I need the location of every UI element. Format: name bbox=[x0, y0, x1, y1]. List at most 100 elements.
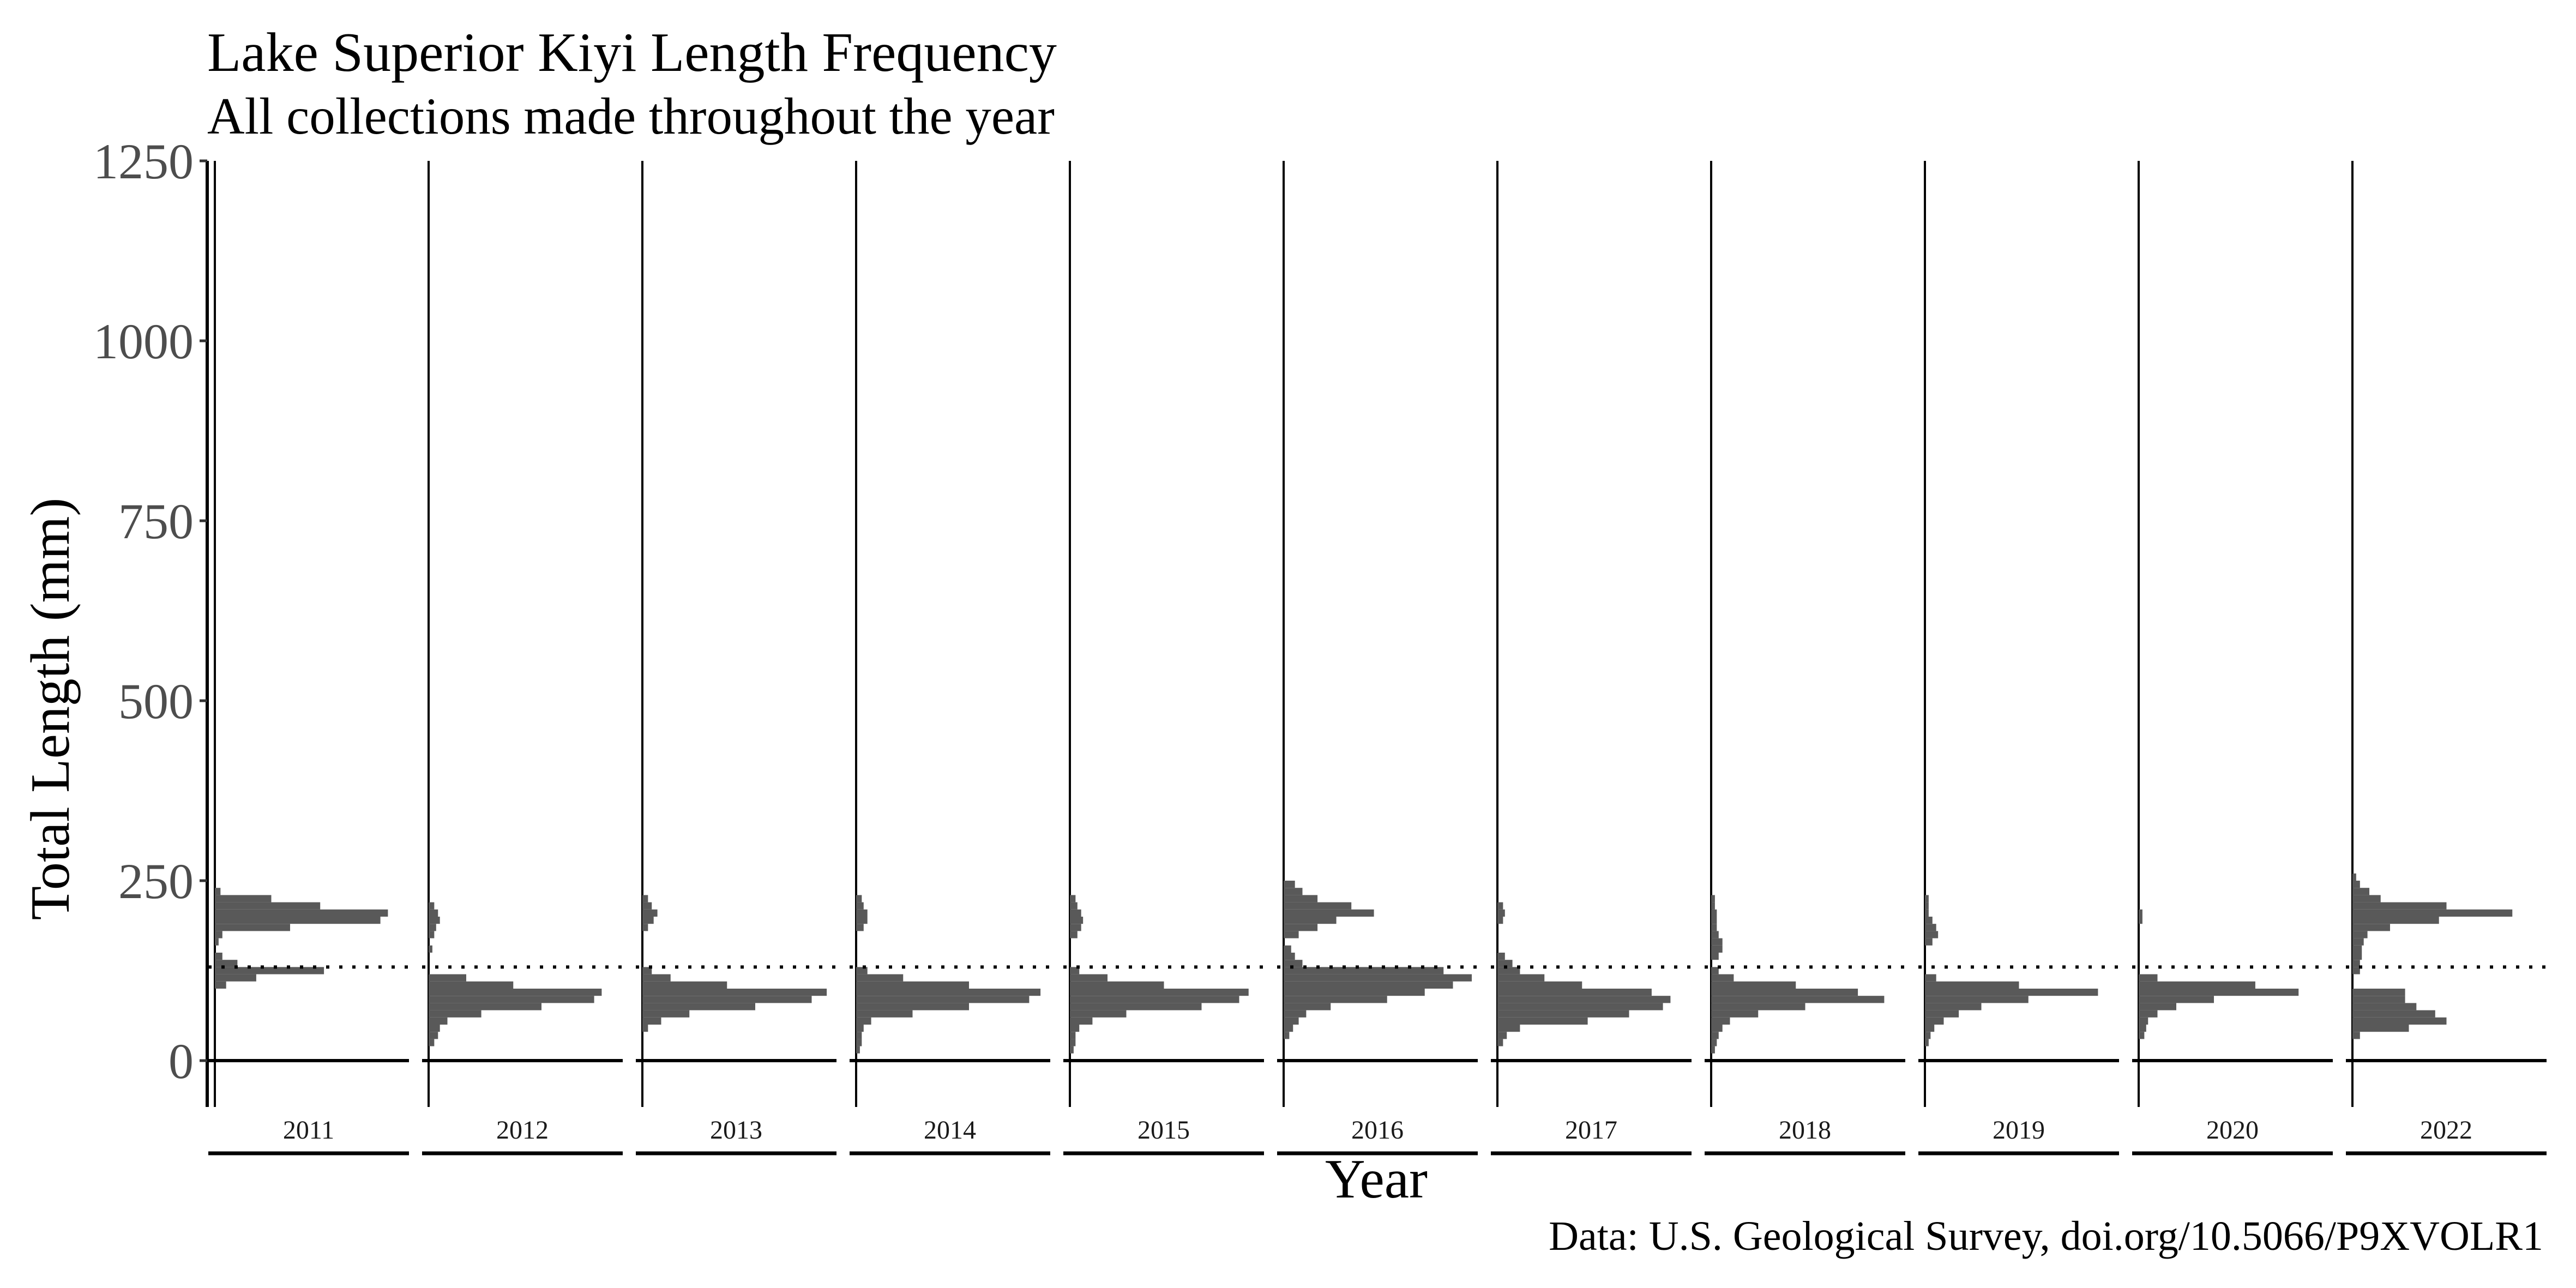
histogram-bar bbox=[856, 1010, 913, 1018]
histogram-bar bbox=[1070, 1010, 1127, 1018]
panel-year-label: 2013 bbox=[710, 1116, 762, 1145]
histogram-bar bbox=[856, 1039, 862, 1046]
histogram-bar bbox=[1070, 931, 1078, 938]
histogram-bar bbox=[2352, 938, 2364, 946]
histogram-bar bbox=[429, 1032, 438, 1039]
histogram-bar bbox=[2352, 945, 2362, 953]
histogram-bar bbox=[1711, 895, 1715, 902]
histogram-bar bbox=[642, 917, 654, 924]
histogram-bar bbox=[1497, 967, 1520, 974]
histogram-bar bbox=[642, 989, 827, 996]
histogram-bar bbox=[1284, 924, 1318, 931]
panel-year-label: 2015 bbox=[1137, 1116, 1190, 1145]
histogram-bar bbox=[1070, 996, 1239, 1003]
histogram-bar bbox=[1284, 1032, 1290, 1039]
histogram-bar bbox=[1497, 917, 1503, 924]
histogram-bar bbox=[2352, 953, 2362, 960]
histogram-bar bbox=[1497, 953, 1505, 960]
histogram-bar bbox=[429, 902, 435, 910]
histogram-bar bbox=[1925, 931, 1939, 938]
histogram-bar bbox=[1284, 917, 1337, 924]
histogram-bar bbox=[2139, 1032, 2145, 1039]
histogram-bar bbox=[1070, 909, 1081, 917]
histogram-bar bbox=[642, 974, 671, 982]
histogram-bar bbox=[2352, 1025, 2409, 1032]
histogram-bar bbox=[2139, 909, 2142, 917]
histogram-bar bbox=[856, 1025, 864, 1032]
facet-panel-2020: 2020 bbox=[2132, 161, 2333, 1155]
histogram-bar bbox=[856, 974, 904, 982]
histogram-bar bbox=[1497, 1032, 1507, 1039]
histogram-bar bbox=[1925, 924, 1936, 931]
y-tick-label: 750 bbox=[118, 493, 194, 549]
histogram-bar bbox=[1284, 888, 1303, 895]
histogram-bar bbox=[1925, 938, 1933, 946]
facet-panels: 2011 2012 2013 2014 2015 2016 2017 2018 2019 2020… bbox=[208, 161, 2547, 1155]
histogram-bar bbox=[1070, 967, 1080, 974]
histogram-bar bbox=[2139, 917, 2142, 924]
histogram-bar bbox=[429, 1010, 482, 1018]
histogram-bar bbox=[642, 1010, 690, 1018]
histogram-bar bbox=[429, 981, 514, 989]
histogram-bar bbox=[215, 931, 222, 938]
histogram-bar bbox=[1070, 924, 1081, 931]
histogram-bar bbox=[1711, 945, 1723, 953]
histogram-bar bbox=[2352, 1003, 2417, 1010]
panel-year-label: 2011 bbox=[283, 1116, 334, 1145]
histogram-bar bbox=[642, 981, 727, 989]
histogram-bar bbox=[1497, 981, 1582, 989]
histogram-bar bbox=[1070, 1017, 1093, 1025]
histogram-bar bbox=[1497, 974, 1545, 982]
histogram-bar bbox=[1925, 1010, 1959, 1018]
histogram-bar bbox=[1711, 974, 1734, 982]
histogram-bar bbox=[1497, 1003, 1663, 1010]
histogram-bar bbox=[2139, 974, 2158, 982]
histogram-bar bbox=[642, 1017, 661, 1025]
y-axis-label: Total Length (mm) bbox=[20, 498, 81, 920]
histogram-bar bbox=[2352, 902, 2447, 910]
histogram-bar bbox=[856, 989, 1041, 996]
y-tick-label: 1000 bbox=[93, 314, 194, 369]
histogram-bar bbox=[1497, 1010, 1629, 1018]
histogram-bar bbox=[1925, 974, 1936, 982]
histogram-bar bbox=[1711, 953, 1719, 960]
histogram-bar bbox=[2352, 924, 2390, 931]
histogram-bar bbox=[2352, 931, 2368, 938]
histogram-bar bbox=[215, 924, 290, 931]
histogram-bar bbox=[1711, 1046, 1715, 1054]
histogram-bar bbox=[429, 996, 594, 1003]
y-tick-label: 250 bbox=[118, 853, 194, 909]
facet-panel-2015: 2015 bbox=[1063, 161, 1264, 1155]
histogram-bar bbox=[2352, 1032, 2360, 1039]
panel-year-label: 2022 bbox=[2420, 1116, 2472, 1145]
histogram-bar bbox=[429, 1017, 448, 1025]
histogram-bar bbox=[429, 917, 440, 924]
histogram-bar bbox=[856, 917, 868, 924]
histogram-bar bbox=[1284, 996, 1387, 1003]
histogram-bar bbox=[1284, 974, 1472, 982]
histogram-bar bbox=[1070, 917, 1084, 924]
histogram-bar bbox=[856, 895, 862, 902]
histogram-bar bbox=[1284, 902, 1352, 910]
histogram-bar bbox=[1925, 989, 2098, 996]
histogram-bar bbox=[642, 996, 812, 1003]
histogram-bar bbox=[2139, 981, 2255, 989]
histogram-bar bbox=[1711, 967, 1719, 974]
histogram-bar bbox=[1711, 938, 1723, 946]
histogram-bar bbox=[2352, 873, 2356, 881]
histogram-bar bbox=[1070, 981, 1164, 989]
histogram-bar bbox=[1925, 1032, 1931, 1039]
histogram-bar bbox=[1284, 909, 1374, 917]
histogram-bar bbox=[856, 902, 864, 910]
histogram-bar bbox=[215, 953, 222, 960]
histogram-bar bbox=[429, 974, 466, 982]
histogram-bar bbox=[429, 945, 432, 953]
histogram-bar bbox=[1070, 1032, 1076, 1039]
histogram-bar bbox=[1284, 1025, 1293, 1032]
histogram-bar bbox=[1925, 917, 1933, 924]
panel-year-label: 2018 bbox=[1779, 1116, 1831, 1145]
chart-subtitle: All collections made throughout the year bbox=[207, 87, 1055, 145]
histogram-bar bbox=[429, 1025, 440, 1032]
facet-panel-2017: 2017 bbox=[1491, 161, 1692, 1155]
histogram-bar bbox=[856, 1017, 871, 1025]
